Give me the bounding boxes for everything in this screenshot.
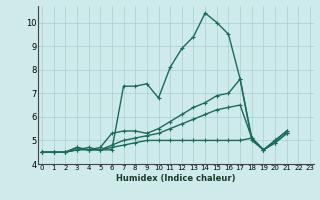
X-axis label: Humidex (Indice chaleur): Humidex (Indice chaleur) [116,174,236,183]
